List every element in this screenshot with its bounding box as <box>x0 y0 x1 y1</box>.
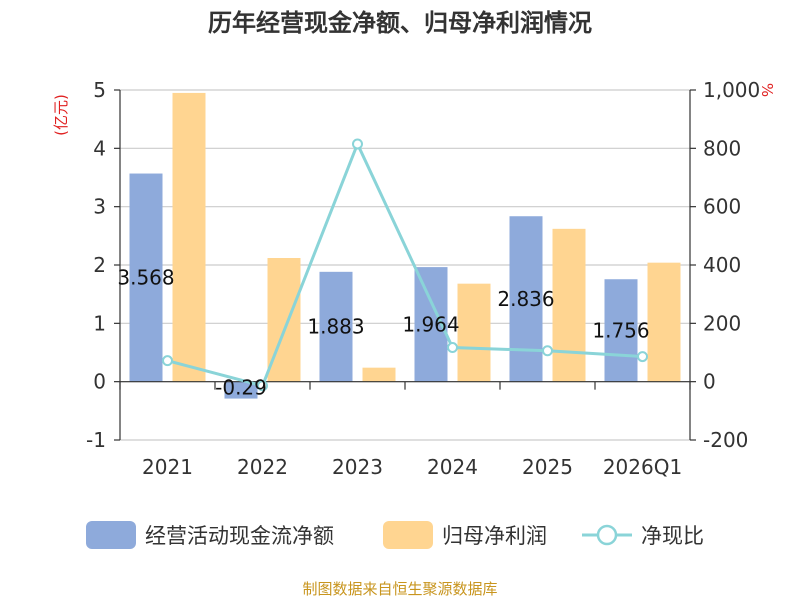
right-tick-label: -200 <box>703 428 748 452</box>
left-tick-label: -1 <box>86 428 106 452</box>
left-tick-label: 5 <box>93 78 106 102</box>
right-tick-label: 1,000 <box>703 78 760 102</box>
data-labels: 3.568 -0.29 1.883 1.964 2.836 1.756 <box>117 266 649 400</box>
right-tick-label: 600 <box>703 195 741 219</box>
ratio-point <box>257 380 268 392</box>
legend-label: 归母净利润 <box>442 524 547 548</box>
left-tick-label: 1 <box>93 311 106 335</box>
right-tick-label: 0 <box>703 370 716 394</box>
left-axis-unit: (亿元) <box>52 94 70 136</box>
right-axis-ticks: 1,000 800 600 400 200 0 -200 <box>689 78 760 452</box>
left-axis-ticks: 5 4 3 2 1 0 -1 <box>86 78 121 452</box>
right-axis-unit: % <box>758 83 776 97</box>
cashflow-data-label: 1.756 <box>592 318 649 342</box>
chart-title: 历年经营现金净额、归母净利润情况 <box>208 9 592 37</box>
right-tick-label: 200 <box>703 311 741 335</box>
x-tick-label: 2021 <box>142 455 193 479</box>
x-tick-label: 2023 <box>332 455 383 479</box>
ratio-point <box>162 355 173 367</box>
legend-line-marker <box>596 524 618 546</box>
legend: 经营活动现金流净额 归母净利润 净现比 <box>86 521 704 549</box>
cashflow-data-label: 3.568 <box>117 266 174 290</box>
right-tick-label: 800 <box>703 136 741 160</box>
bar-netprofit <box>172 92 206 382</box>
cashflow-data-label: 1.883 <box>307 315 364 339</box>
x-tick-label: 2024 <box>427 455 478 479</box>
cashflow-data-label: -0.29 <box>215 376 267 400</box>
bar-netprofit <box>647 262 681 382</box>
source-note: 制图数据来自恒生聚源数据库 <box>302 580 497 598</box>
ratio-point <box>637 351 648 363</box>
bar-cashflow <box>509 216 543 382</box>
bar-cashflow <box>604 279 638 382</box>
ratio-point <box>447 342 458 354</box>
x-tick-label: 2022 <box>237 455 288 479</box>
bar-cashflow <box>129 173 163 382</box>
bar-netprofit <box>457 283 491 382</box>
bar-cashflow <box>224 381 258 399</box>
x-axis-ticks: 2021 2022 2023 2024 2025 2026Q1 <box>142 455 682 479</box>
left-tick-label: 4 <box>93 136 106 160</box>
legend-label: 经营活动现金流净额 <box>145 524 334 548</box>
ratio-line <box>162 138 648 392</box>
bars <box>119 92 691 399</box>
legend-label: 净现比 <box>641 524 704 548</box>
left-tick-label: 0 <box>93 370 106 394</box>
cashflow-data-label: 2.836 <box>497 287 554 311</box>
x-tick-label: 2026Q1 <box>603 455 682 479</box>
left-tick-label: 3 <box>93 195 106 219</box>
ratio-point <box>542 345 553 357</box>
bar-netprofit <box>362 367 396 382</box>
cashflow-data-label: 1.964 <box>402 312 459 336</box>
ratio-point <box>352 138 363 150</box>
x-tick-label: 2025 <box>522 455 573 479</box>
left-tick-label: 2 <box>93 253 106 277</box>
right-tick-label: 400 <box>703 253 741 277</box>
legend-swatch <box>383 521 433 549</box>
bar-cashflow <box>319 271 353 382</box>
bar-netprofit <box>552 228 586 382</box>
legend-swatch <box>86 521 136 549</box>
ratio-line-path <box>167 140 643 388</box>
